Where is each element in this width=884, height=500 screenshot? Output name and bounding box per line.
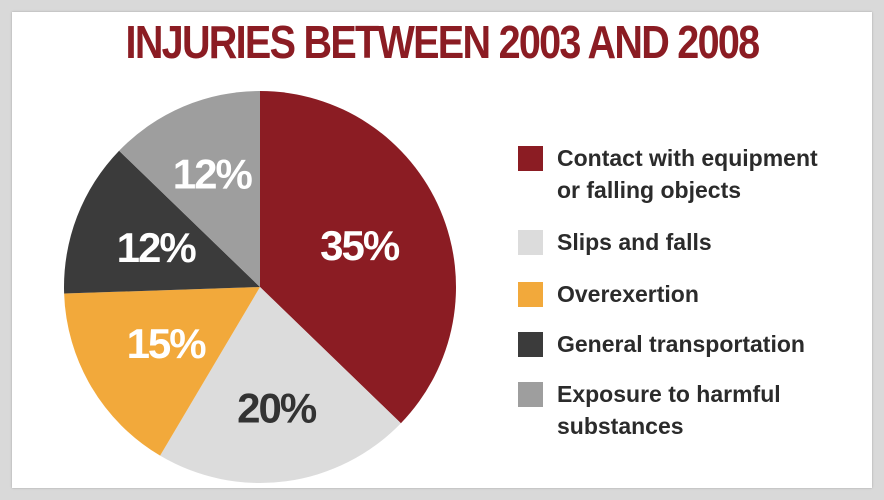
legend-label-exposure: Exposure to harmful substances [557, 381, 781, 439]
pie-slice-exposure [119, 91, 260, 287]
slice-label-overexertion: 15% [127, 320, 207, 367]
chart-title: INJURIES BETWEEN 2003 AND 2008 [125, 16, 761, 68]
legend-swatch-overexertion [518, 282, 543, 307]
legend-item-overexertion: Overexertion [518, 278, 857, 310]
legend-label-transportation: General transportation [557, 331, 805, 357]
pie-slice-overexertion [64, 287, 260, 456]
legend-item-exposure: Exposure to harmful substances [518, 378, 857, 442]
legend-swatch-slips [518, 230, 543, 255]
legend-item-slips: Slips and falls [518, 226, 857, 258]
legend-swatch-contact [518, 146, 543, 171]
legend-item-transportation: General transportation [518, 328, 857, 360]
slice-label-slips: 20% [237, 384, 317, 431]
legend-swatch-exposure [518, 382, 543, 407]
legend-item-contact: Contact with equipment or falling object… [518, 142, 857, 206]
legend-swatch-transportation [518, 332, 543, 357]
legend-label-slips: Slips and falls [557, 229, 712, 255]
pie-slice-contact [260, 90, 457, 424]
legend-label-overexertion: Overexertion [557, 281, 699, 307]
pie-slice-slips [160, 287, 401, 484]
pie-slice-transportation [64, 150, 260, 294]
legend-label-contact: Contact with equipment or falling object… [557, 145, 818, 203]
slice-label-transportation: 12% [117, 224, 197, 271]
slice-label-contact: 35% [320, 222, 400, 269]
slice-label-exposure: 12% [173, 150, 253, 197]
